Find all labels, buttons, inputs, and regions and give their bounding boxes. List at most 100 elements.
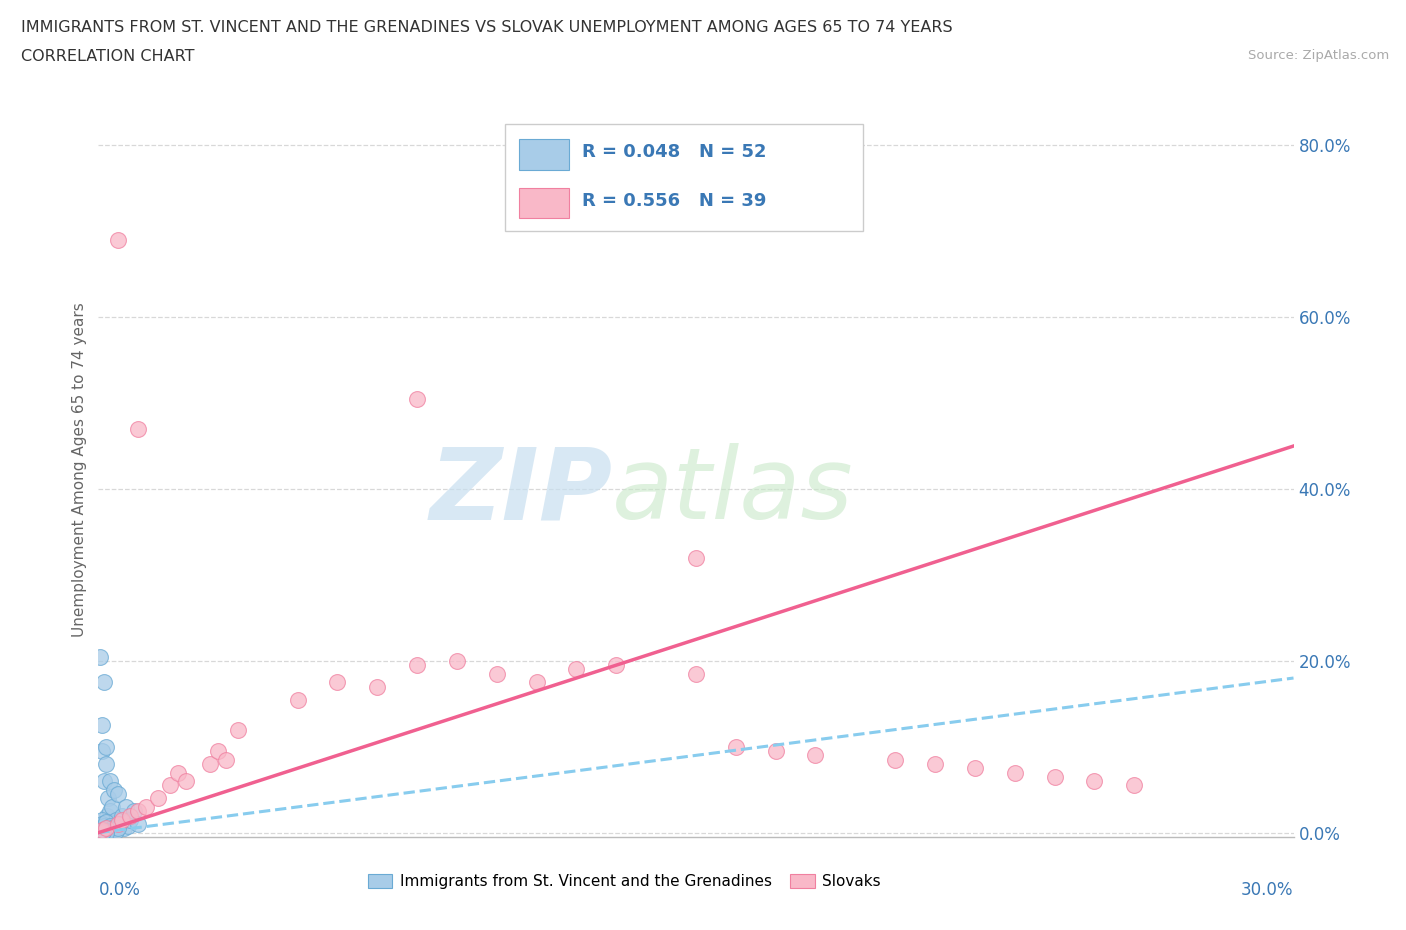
Point [366, 679, 388, 694]
Text: R = 0.556   N = 39: R = 0.556 N = 39 [582, 192, 766, 210]
Point [103, 782, 125, 797]
Point [89, 649, 111, 664]
Point [91, 823, 114, 838]
Point [98, 823, 122, 838]
FancyBboxPatch shape [519, 188, 569, 219]
Text: Source: ZipAtlas.com: Source: ZipAtlas.com [1249, 49, 1389, 62]
Point [91, 823, 114, 838]
Point [765, 744, 787, 759]
Point [96, 821, 118, 836]
Point [98, 818, 121, 833]
Point [97, 824, 120, 839]
Point [105, 813, 128, 828]
Point [107, 817, 129, 831]
Point [605, 658, 627, 672]
Point [91, 817, 114, 831]
Point [90, 813, 112, 828]
Text: ZIP: ZIP [429, 444, 613, 540]
Point [96, 825, 118, 840]
Point [103, 822, 125, 837]
Point [924, 756, 946, 771]
Point [96, 739, 118, 754]
Point [326, 675, 349, 690]
Point [127, 804, 149, 818]
Point [446, 654, 468, 669]
Point [198, 756, 221, 771]
Point [115, 800, 138, 815]
Point [97, 790, 120, 805]
Point [101, 800, 124, 815]
Point [1083, 774, 1105, 789]
Point [124, 804, 146, 818]
Point [1123, 778, 1146, 793]
Point [685, 551, 707, 565]
Point [724, 739, 747, 754]
FancyBboxPatch shape [505, 125, 863, 231]
Point [103, 817, 125, 831]
Point [96, 808, 118, 823]
Point [406, 392, 429, 406]
Point [215, 752, 238, 767]
Point [1004, 765, 1026, 780]
Point [127, 421, 149, 436]
Point [89, 825, 111, 840]
Point [105, 824, 128, 839]
Point [91, 825, 114, 840]
Point [93, 824, 115, 839]
Point [91, 824, 114, 839]
Point [91, 825, 114, 840]
Point [526, 675, 548, 690]
Point [94, 756, 117, 771]
Point [93, 818, 115, 833]
Text: R = 0.048   N = 52: R = 0.048 N = 52 [582, 143, 766, 161]
FancyBboxPatch shape [519, 139, 569, 170]
Point [89, 825, 111, 840]
Legend: Immigrants from St. Vincent and the Grenadines, Slovaks: Immigrants from St. Vincent and the Gren… [361, 869, 887, 896]
Point [107, 232, 129, 247]
Point [174, 774, 197, 789]
Point [89, 821, 111, 836]
Point [107, 820, 129, 835]
Point [90, 824, 112, 839]
Point [1043, 769, 1066, 784]
Y-axis label: Unemployment Among Ages 65 to 74 years: Unemployment Among Ages 65 to 74 years [72, 302, 87, 637]
Point [111, 808, 134, 823]
Point [93, 774, 115, 789]
Point [112, 821, 135, 836]
Point [207, 744, 229, 759]
Point [804, 748, 827, 763]
Point [96, 823, 118, 838]
Point [127, 817, 149, 831]
Point [107, 787, 129, 802]
Text: 0.0%: 0.0% [98, 881, 141, 899]
Point [94, 824, 117, 839]
Point [91, 823, 114, 838]
Point [91, 718, 114, 733]
Text: CORRELATION CHART: CORRELATION CHART [21, 49, 194, 64]
Point [884, 752, 907, 767]
Point [167, 765, 190, 780]
Point [110, 817, 132, 831]
Point [93, 675, 115, 690]
Point [226, 723, 249, 737]
Point [98, 821, 122, 836]
Point [120, 808, 142, 823]
Point [148, 790, 170, 805]
Point [685, 666, 707, 681]
Point [91, 824, 114, 839]
Point [98, 774, 121, 789]
Point [96, 815, 118, 830]
Point [117, 818, 139, 833]
Point [485, 666, 508, 681]
Point [159, 778, 181, 793]
Text: atlas: atlas [613, 444, 853, 540]
Point [287, 692, 309, 707]
Point [94, 821, 117, 836]
Text: 30.0%: 30.0% [1241, 881, 1294, 899]
Point [90, 744, 112, 759]
Point [111, 813, 134, 828]
Text: IMMIGRANTS FROM ST. VINCENT AND THE GRENADINES VS SLOVAK UNEMPLOYMENT AMONG AGES: IMMIGRANTS FROM ST. VINCENT AND THE GREN… [21, 20, 953, 35]
Point [98, 804, 122, 818]
Point [120, 813, 142, 828]
Point [963, 761, 986, 776]
